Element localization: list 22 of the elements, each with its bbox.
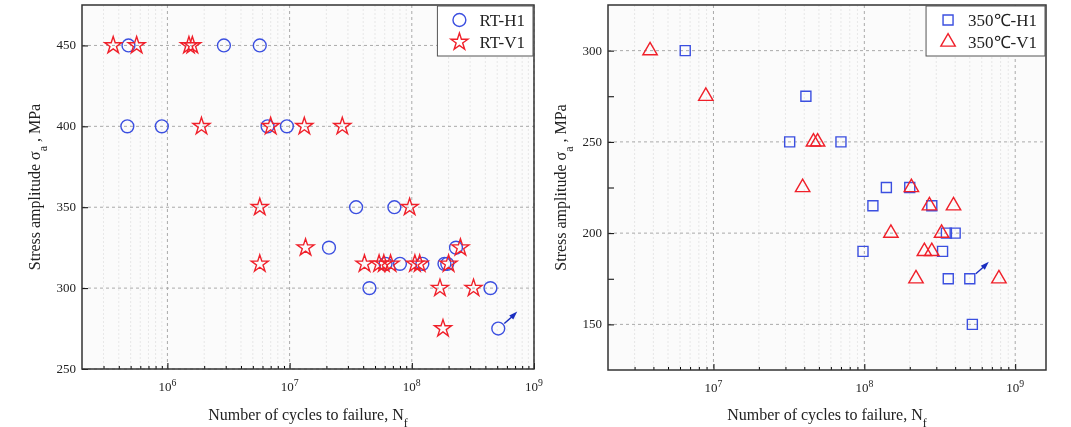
- y-tick-label: 200: [582, 225, 602, 241]
- legend-label: 350℃-H1: [968, 11, 1037, 30]
- y-tick-label: 150: [582, 316, 602, 332]
- x-tick-label: 10$^{9}$: [525, 376, 544, 394]
- x-tick-label: 10$^{7}$: [280, 376, 299, 394]
- y-tick-label: 450: [56, 37, 76, 53]
- x-axis-title: Number of cycles to failure, N$_{f}$: [727, 406, 927, 427]
- y-tick-label: 300: [582, 42, 602, 58]
- y-tick-label: 350: [56, 199, 76, 215]
- legend-label: 350℃-V1: [968, 33, 1037, 52]
- x-tick-label: 10$^{7}$: [704, 377, 723, 395]
- x-tick-label: 10$^{6}$: [158, 376, 177, 394]
- legend-label: RT-H1: [479, 11, 525, 30]
- x-tick-label: 10$^{8}$: [855, 377, 874, 395]
- x-tick-label: 10$^{8}$: [402, 376, 421, 394]
- y-tick-label: 250: [582, 133, 602, 149]
- y-tick-label: 250: [56, 361, 76, 376]
- x-tick-label: 10$^{9}$: [1006, 377, 1025, 395]
- x-axis-title: Number of cycles to failure, N$_{f}$: [208, 406, 408, 427]
- legend-label: RT-V1: [479, 33, 525, 52]
- y-tick-label: 400: [56, 118, 76, 134]
- y-tick-label: 300: [56, 280, 76, 296]
